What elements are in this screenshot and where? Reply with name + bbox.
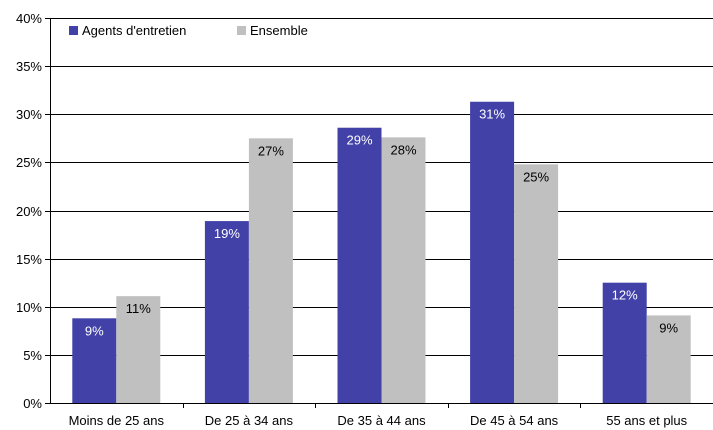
legend: Agents d'entretien Ensemble: [62, 20, 407, 42]
data-label: 9%: [85, 323, 104, 338]
bar: [646, 315, 691, 403]
data-label: 9%: [659, 320, 678, 335]
x-category-label: De 45 à 54 ans: [470, 413, 559, 428]
x-category-label: De 25 à 34 ans: [205, 413, 294, 428]
axes: 0% 5% 10% 15% 20% 25% 30% 35% 40% Moins de 25 ans…: [16, 11, 713, 428]
legend-swatch: [69, 26, 78, 35]
data-label: 31%: [479, 107, 505, 122]
y-tick-label: 15%: [16, 252, 42, 267]
data-label: 27%: [258, 143, 284, 158]
y-tick-label: 40%: [16, 11, 42, 26]
data-label: 29%: [346, 133, 372, 148]
legend-label: Ensemble: [250, 23, 308, 38]
data-label: 12%: [612, 288, 638, 303]
data-label: 28%: [390, 142, 416, 157]
bar: [72, 318, 117, 403]
bar: [514, 164, 559, 403]
data-label: 11%: [126, 301, 151, 316]
bar: [248, 138, 293, 403]
bar: [470, 101, 515, 404]
data-label: 19%: [214, 226, 240, 241]
legend-label: Agents d'entretien: [82, 23, 186, 38]
legend-background: [62, 20, 407, 42]
y-tick-label: 10%: [16, 300, 42, 315]
y-tick-label: 0%: [23, 396, 42, 411]
y-tick-label: 30%: [16, 107, 42, 122]
bar: [116, 296, 161, 403]
bar: [204, 221, 249, 403]
legend-swatch: [237, 26, 246, 35]
data-label: 25%: [523, 169, 549, 184]
y-tick-label: 25%: [16, 155, 42, 170]
bar: [337, 127, 382, 403]
bars: [72, 101, 691, 404]
data-labels: 9% 11% 19% 27% 29% 28% 31% 25% 12% 9%: [85, 107, 679, 339]
x-category-label: Moins de 25 ans: [69, 413, 165, 428]
bar: [602, 282, 647, 403]
y-tick-label: 20%: [16, 204, 42, 219]
x-category-label: De 35 à 44 ans: [337, 413, 426, 428]
bar: [381, 137, 426, 403]
x-category-label: 55 ans et plus: [606, 413, 687, 428]
y-tick-label: 35%: [16, 59, 42, 74]
y-tick-label: 5%: [23, 348, 42, 363]
